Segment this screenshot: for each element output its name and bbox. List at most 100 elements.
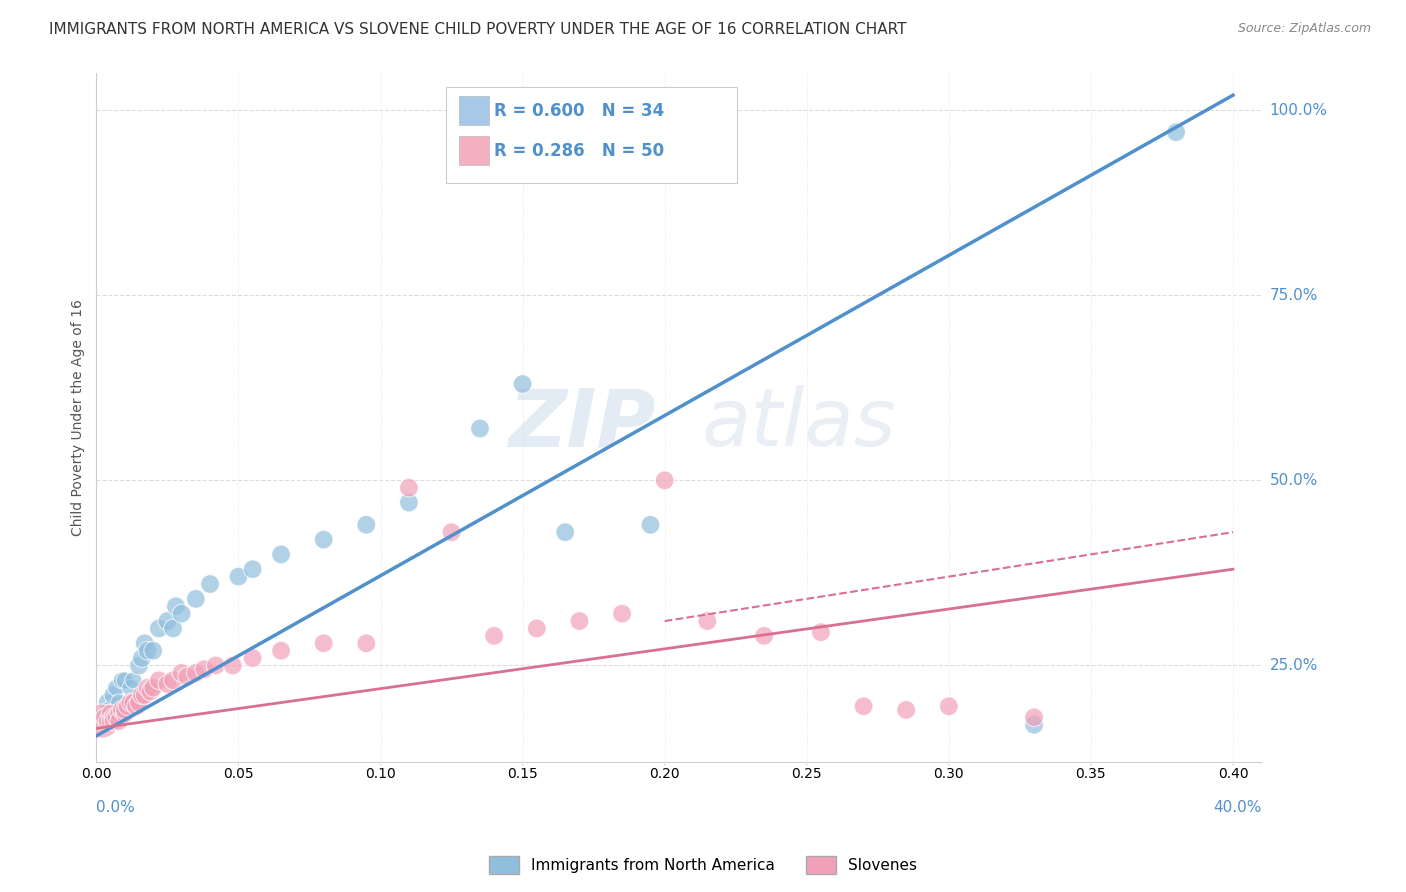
Point <box>482 629 505 643</box>
Point <box>162 673 184 688</box>
Point <box>114 706 136 721</box>
Point <box>610 607 633 621</box>
Point <box>312 636 335 650</box>
Point <box>222 658 245 673</box>
Point <box>270 548 292 562</box>
Point <box>176 670 198 684</box>
Point <box>100 714 122 728</box>
Point <box>148 622 170 636</box>
Point <box>108 714 131 728</box>
Point <box>97 696 120 710</box>
Point <box>896 703 918 717</box>
Point <box>91 714 114 728</box>
FancyBboxPatch shape <box>446 87 737 183</box>
Point <box>170 607 193 621</box>
Point <box>103 714 125 728</box>
Point <box>108 706 131 721</box>
Point <box>128 696 150 710</box>
Point <box>184 665 207 680</box>
Point <box>852 699 875 714</box>
Point <box>312 533 335 547</box>
Point <box>128 658 150 673</box>
Point <box>120 681 142 695</box>
Point <box>228 569 250 583</box>
Point <box>440 525 463 540</box>
Point <box>242 651 264 665</box>
Point <box>198 577 221 591</box>
Point <box>156 677 179 691</box>
FancyBboxPatch shape <box>458 136 489 165</box>
Point <box>1022 718 1045 732</box>
Point <box>752 629 775 643</box>
Point <box>1022 710 1045 724</box>
Point <box>94 710 117 724</box>
Point <box>193 662 215 676</box>
Point <box>156 614 179 628</box>
Text: 50.0%: 50.0% <box>1270 473 1317 488</box>
Point <box>468 421 491 435</box>
Point <box>139 684 162 698</box>
Point <box>134 688 156 702</box>
Point <box>640 517 662 532</box>
Point <box>100 706 122 721</box>
Text: IMMIGRANTS FROM NORTH AMERICA VS SLOVENE CHILD POVERTY UNDER THE AGE OF 16 CORRE: IMMIGRANTS FROM NORTH AMERICA VS SLOVENE… <box>49 22 907 37</box>
Y-axis label: Child Poverty Under the Age of 16: Child Poverty Under the Age of 16 <box>72 299 86 536</box>
Point <box>120 696 142 710</box>
Text: ZIP: ZIP <box>508 385 655 463</box>
Text: 75.0%: 75.0% <box>1270 288 1317 302</box>
Text: 0.0%: 0.0% <box>97 799 135 814</box>
Point <box>103 710 125 724</box>
Legend: Immigrants from North America, Slovenes: Immigrants from North America, Slovenes <box>482 850 924 880</box>
Point <box>97 714 120 728</box>
Point <box>512 377 534 392</box>
Text: R = 0.286   N = 50: R = 0.286 N = 50 <box>494 142 664 160</box>
Point <box>526 622 548 636</box>
Point <box>131 688 153 702</box>
Point <box>142 681 165 695</box>
Point <box>122 696 145 710</box>
Text: 40.0%: 40.0% <box>1213 799 1261 814</box>
Text: R = 0.600   N = 34: R = 0.600 N = 34 <box>494 102 664 120</box>
Point <box>568 614 591 628</box>
Point <box>108 696 131 710</box>
Point <box>184 591 207 606</box>
Point <box>117 699 139 714</box>
Point <box>1166 125 1188 139</box>
Point <box>356 517 378 532</box>
Point <box>938 699 960 714</box>
Text: Source: ZipAtlas.com: Source: ZipAtlas.com <box>1237 22 1371 36</box>
Point <box>270 643 292 657</box>
Point <box>654 473 676 487</box>
Point <box>398 495 420 509</box>
Point <box>100 703 122 717</box>
FancyBboxPatch shape <box>458 96 489 126</box>
Point <box>134 636 156 650</box>
Point <box>114 673 136 688</box>
Point <box>148 673 170 688</box>
Text: 25.0%: 25.0% <box>1270 658 1317 673</box>
Point <box>105 710 128 724</box>
Point <box>170 665 193 680</box>
Point <box>696 614 718 628</box>
Point <box>142 643 165 657</box>
Point <box>111 703 134 717</box>
Point <box>398 481 420 495</box>
Point <box>125 699 148 714</box>
Point <box>136 681 159 695</box>
Point <box>242 562 264 576</box>
Point <box>810 625 832 640</box>
Point <box>131 651 153 665</box>
Point <box>356 636 378 650</box>
Point <box>114 703 136 717</box>
Point <box>94 710 117 724</box>
Point <box>122 673 145 688</box>
Point <box>165 599 187 614</box>
Point <box>136 643 159 657</box>
Point <box>105 681 128 695</box>
Point <box>554 525 576 540</box>
Text: atlas: atlas <box>702 385 897 463</box>
Point <box>111 673 134 688</box>
Text: 100.0%: 100.0% <box>1270 103 1327 118</box>
Point <box>162 622 184 636</box>
Point <box>204 658 226 673</box>
